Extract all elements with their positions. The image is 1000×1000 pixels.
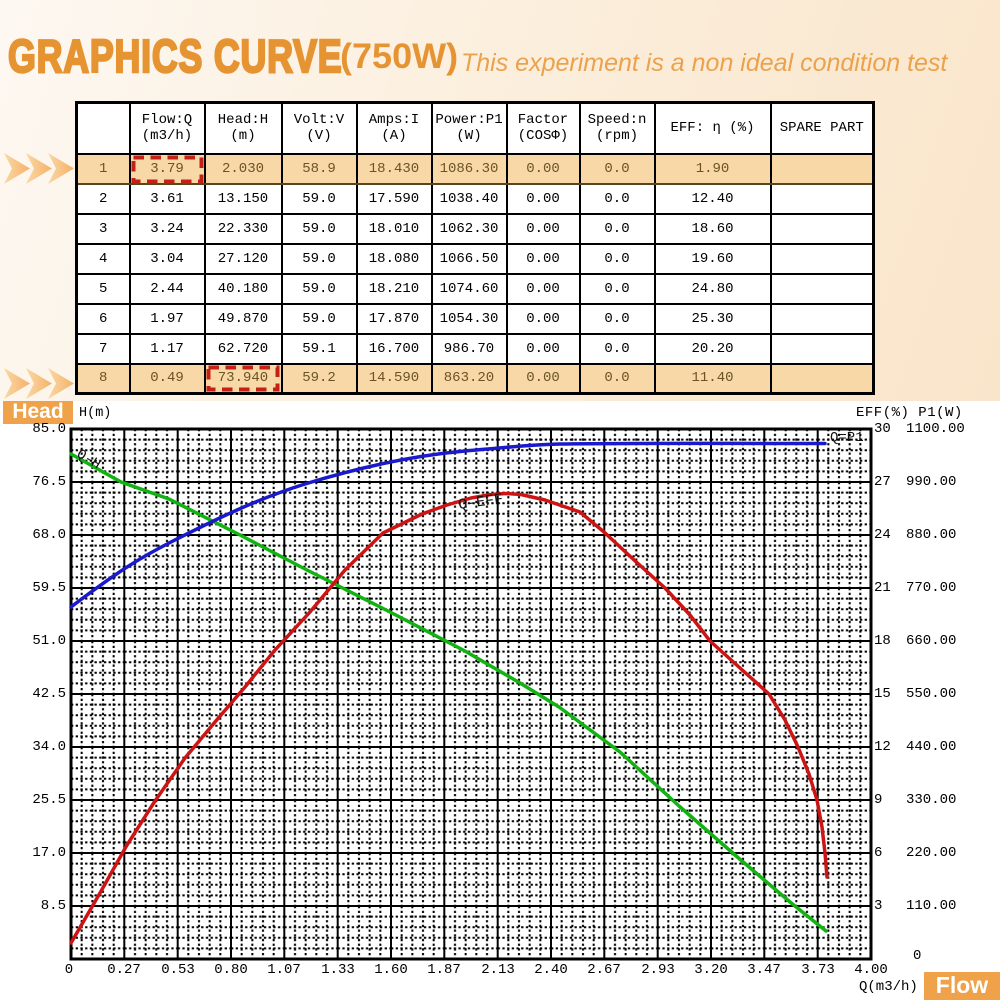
svg-text:Q=P1: Q=P1 (830, 430, 864, 446)
svg-text:Q-EFF: Q-EFF (457, 491, 504, 514)
